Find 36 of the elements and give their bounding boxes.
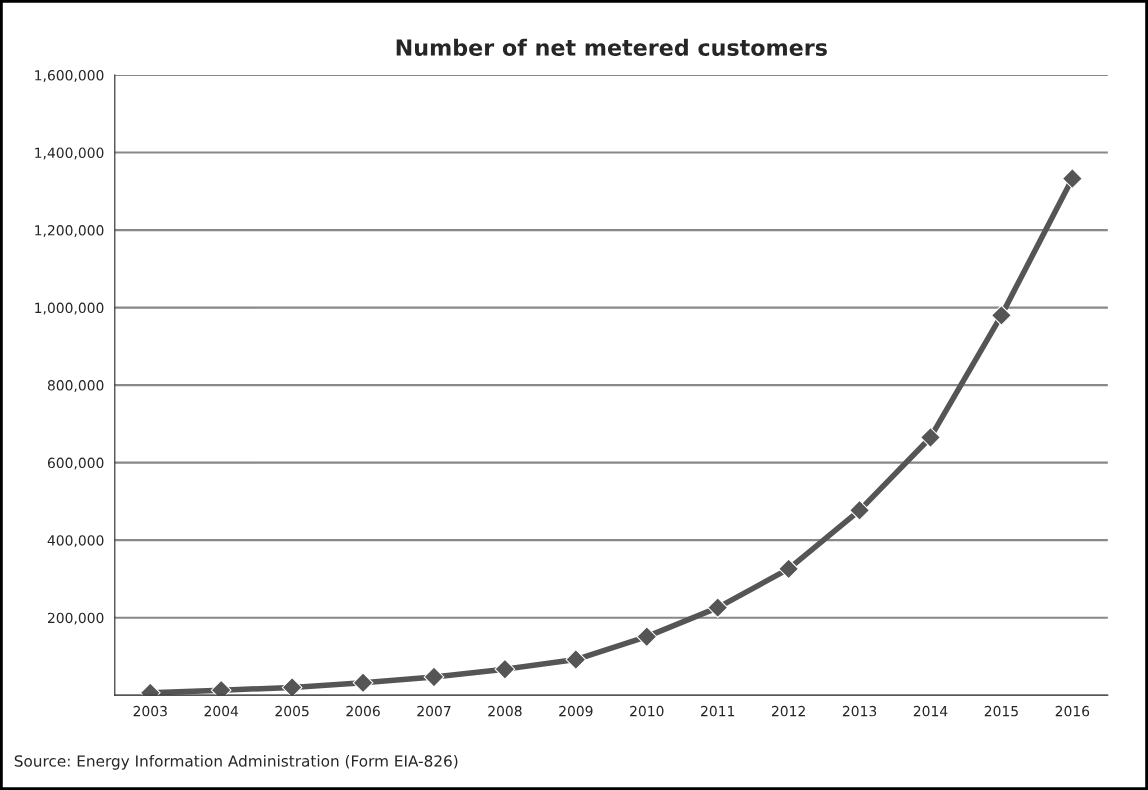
y-tick-label: 1,400,000 xyxy=(35,147,104,160)
point xyxy=(352,672,374,694)
x-tick-label: 2006 xyxy=(346,705,380,717)
x-tick-label: 2003 xyxy=(133,705,167,717)
point xyxy=(636,626,658,648)
source-note: Source: Energy Information Administration (Form EIA-826) xyxy=(14,754,458,770)
x-tick-label: 2015 xyxy=(984,705,1018,717)
x-tick-label: 2009 xyxy=(559,705,593,717)
point xyxy=(494,658,516,680)
point xyxy=(423,666,445,688)
point xyxy=(707,597,729,618)
x-tick-label: 2005 xyxy=(275,705,309,717)
y-tick-label: 400,000 xyxy=(47,535,104,548)
x-tick-label: 2014 xyxy=(913,705,948,717)
point xyxy=(778,558,799,580)
y-tick-label: 1,200,000 xyxy=(35,225,104,237)
point xyxy=(1062,168,1083,189)
point xyxy=(565,649,587,670)
x-tick-label: 2013 xyxy=(842,705,877,717)
y-tick-label: 800,000 xyxy=(47,380,104,393)
y-tick-label: 1,600,000 xyxy=(35,70,104,82)
x-tick-label: 2007 xyxy=(417,705,451,717)
x-tick-label: 2004 xyxy=(204,705,239,717)
y-tick-label: 600,000 xyxy=(47,457,104,470)
y-tick-label: 200,000 xyxy=(47,612,104,625)
y-tick-label: 1,000,000 xyxy=(35,302,104,315)
point xyxy=(991,305,1012,326)
point xyxy=(281,677,303,696)
x-tick-label: 2016 xyxy=(1055,705,1090,717)
x-tick-label: 2010 xyxy=(630,705,664,717)
x-tick-label: 2012 xyxy=(771,705,805,717)
point xyxy=(849,499,870,521)
point xyxy=(920,427,941,448)
chart-title: Number of net metered customers xyxy=(396,38,827,56)
x-tick-label: 2008 xyxy=(488,705,522,717)
x-tick-label: 2011 xyxy=(701,705,735,717)
